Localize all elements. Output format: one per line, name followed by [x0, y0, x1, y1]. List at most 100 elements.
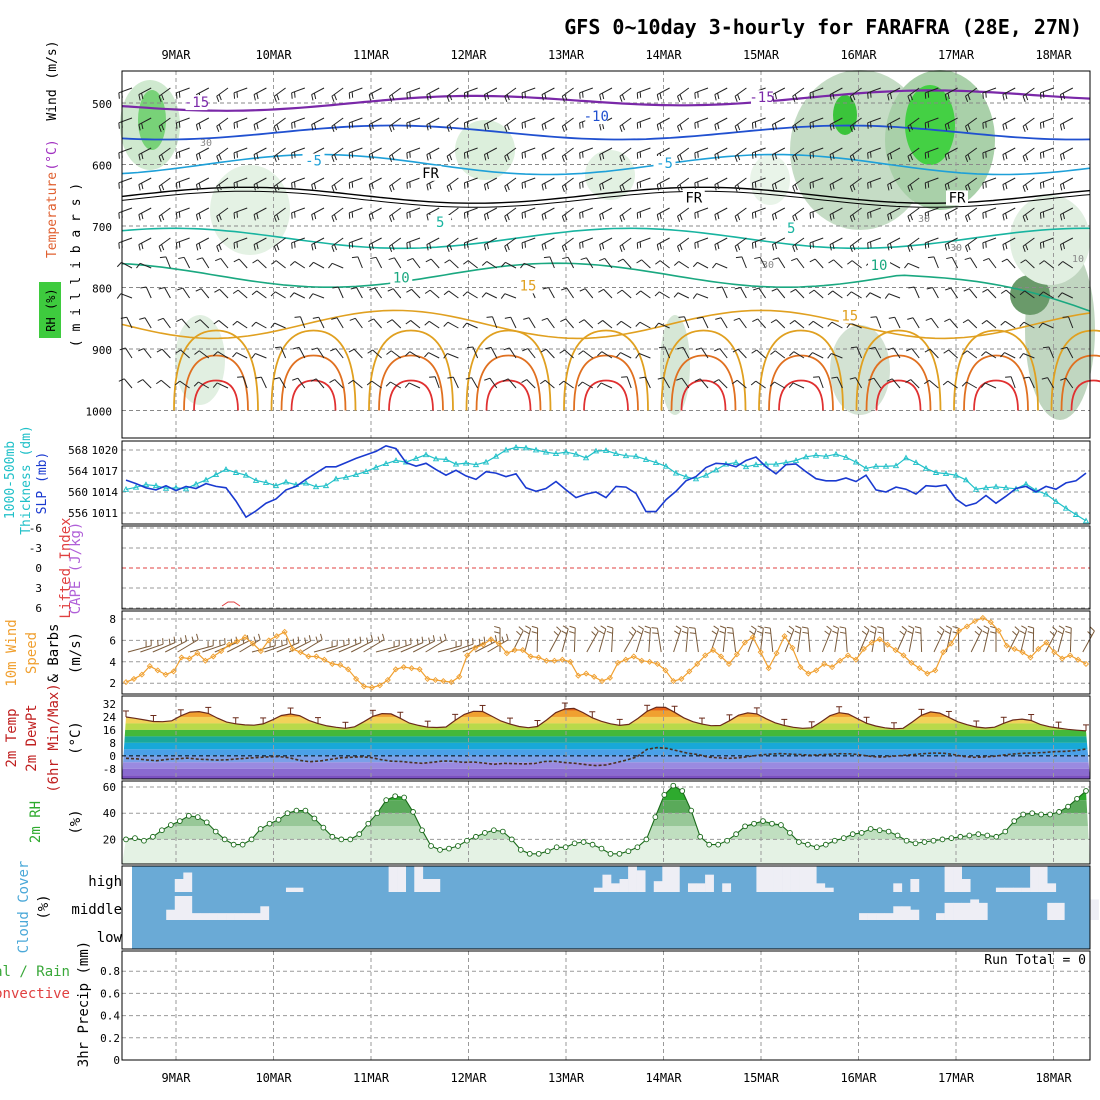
rh2m-marker [293, 807, 300, 814]
barb-staff [260, 376, 267, 389]
wind-barb [447, 376, 459, 389]
barb-feather [869, 630, 876, 635]
barb-feather [521, 92, 524, 99]
wind-barb [656, 177, 670, 191]
barb-feather [218, 244, 222, 251]
barb-feather [692, 262, 698, 268]
barb-feather [619, 216, 623, 223]
wind-speed-marker [464, 652, 471, 659]
barb-feather [578, 319, 585, 324]
cloud-high-gap [995, 887, 1005, 892]
slp-tick-label: 1014 [92, 486, 119, 499]
axis-label-temp2m: 2m Temp [4, 708, 20, 767]
date-label-top: 16MAR [840, 48, 877, 62]
wind-barb [751, 117, 766, 129]
barb-staff [887, 207, 901, 216]
barb-feather [601, 183, 605, 190]
wind-barb [481, 292, 498, 299]
wind-barb [944, 87, 958, 101]
barb-staff [573, 627, 576, 653]
barb-feather [578, 350, 584, 355]
thickness-marker [1042, 490, 1050, 497]
wind-speed-marker [289, 645, 296, 652]
barb-feather [253, 94, 256, 101]
wind-barb [654, 291, 670, 299]
isotherm-warm-loop [193, 379, 239, 411]
barb-feather [579, 92, 581, 99]
barb-staff [298, 347, 306, 359]
wind-barb [212, 382, 229, 389]
barb-feather [621, 214, 625, 221]
barb-feather [426, 184, 429, 191]
barb-staff [447, 353, 459, 359]
barb-feather [516, 630, 522, 636]
wind-barb [561, 177, 574, 193]
barb-feather [967, 184, 971, 191]
wind-speed-marker [987, 619, 994, 626]
barb-staff [331, 262, 344, 269]
wind-speed-marker [773, 650, 780, 657]
wind-barb [792, 117, 805, 133]
barb-feather [371, 213, 374, 220]
barb-feather [809, 242, 812, 249]
barb-feather [409, 211, 411, 218]
barb-feather [852, 184, 856, 191]
barb-feather [158, 156, 162, 163]
wind-barb [273, 207, 286, 223]
barb-feather [1059, 244, 1063, 251]
barb-staff [809, 147, 824, 154]
barb-staff [967, 319, 978, 329]
barb-staff [233, 147, 248, 154]
wind-speed-marker [162, 671, 169, 678]
barb-feather [175, 212, 178, 219]
wind-barb [274, 346, 287, 359]
barb-feather [504, 156, 508, 163]
barb-staff [549, 630, 562, 653]
barb-feather [927, 91, 930, 98]
barb-feather [297, 636, 300, 643]
barb-staff [138, 87, 152, 96]
barb-staff [583, 319, 594, 329]
barb-feather [1042, 211, 1045, 218]
barb-staff [138, 117, 152, 126]
wind-barb [504, 177, 517, 193]
barb-staff [466, 322, 478, 329]
rh2m-marker [401, 794, 407, 801]
barb-feather [483, 244, 487, 251]
barb-feather [827, 321, 833, 327]
wind-speed-marker [1082, 660, 1090, 667]
barb-feather [888, 316, 895, 319]
wind-barb [905, 379, 920, 389]
wind-barb [636, 259, 651, 269]
barb-staff [1061, 292, 1074, 299]
barb-feather [697, 181, 699, 188]
isotherm-warm-loop [270, 329, 357, 411]
barb-feather [348, 242, 351, 249]
barb-feather [1039, 242, 1042, 249]
wind-barb [808, 352, 824, 359]
barb-feather [429, 243, 432, 250]
barb-feather [308, 635, 312, 642]
barb-staff [948, 349, 958, 359]
barb-feather [311, 244, 314, 251]
barb-feather [674, 630, 680, 635]
barb-feather [681, 630, 688, 634]
barb-feather [289, 261, 296, 266]
barb-staff [758, 287, 767, 299]
barb-feather [494, 631, 501, 634]
wind-barb [368, 117, 382, 131]
barb-staff [657, 147, 670, 156]
wind-barb-10m [764, 626, 774, 653]
wind-barb [137, 379, 152, 389]
barb-feather [832, 183, 835, 190]
barb-feather [1089, 626, 1095, 632]
wind-barb-10m [606, 625, 614, 653]
barb-feather [540, 348, 547, 353]
barb-feather [659, 243, 662, 250]
barb-feather [965, 246, 969, 253]
barb-staff [334, 379, 344, 389]
barb-feather [945, 287, 952, 291]
barb-staff [845, 628, 848, 653]
barb-staff [829, 117, 843, 126]
barb-staff [430, 258, 440, 269]
